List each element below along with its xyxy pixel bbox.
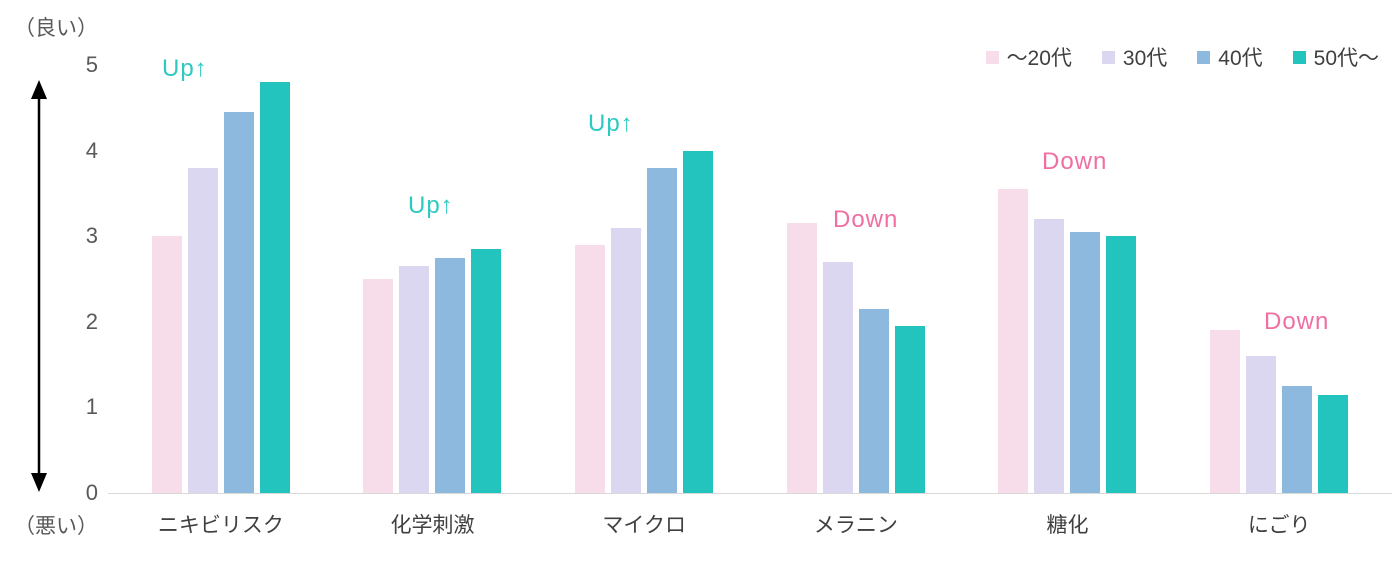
bar-2-series-2	[647, 167, 678, 493]
bar-5-series-2	[1282, 386, 1313, 493]
bar-group-2: マイクロ	[538, 65, 750, 537]
bar-1-series-3	[471, 249, 502, 493]
bar-group-1: 化学刺激	[327, 65, 539, 537]
bar-4-series-1	[1034, 219, 1065, 493]
bar-group-0: ニキビリスク	[115, 65, 327, 537]
legend-item-2: 40代	[1197, 42, 1263, 72]
category-label: マイクロ	[602, 514, 686, 537]
bar-2-series-3	[683, 150, 714, 493]
category-label: 化学刺激	[390, 514, 475, 537]
annotation-down-3: Down	[833, 206, 899, 233]
y-axis-bottom-label: （悪い）	[14, 515, 98, 538]
bar-0-series-0	[151, 236, 182, 493]
bar-2-series-1	[611, 227, 642, 493]
legend-swatch-icon	[1292, 50, 1306, 64]
annotation-up-1: Up↑	[408, 192, 454, 219]
legend-label: 30代	[1122, 47, 1168, 70]
bar-0-series-2	[223, 112, 254, 493]
legend-swatch-icon	[985, 50, 999, 64]
legend-label: ～20代	[1006, 47, 1072, 70]
y-axis-top-label: （良い）	[14, 17, 98, 40]
legend-item-3: 50代～	[1292, 42, 1379, 72]
bar-group-4: 糖化	[962, 65, 1174, 537]
legend-label: 40代	[1218, 47, 1263, 70]
bar-1-series-0	[363, 279, 394, 493]
bar-4-series-0	[998, 189, 1029, 493]
y-tick-1: 1	[85, 394, 98, 420]
bar-3-series-1	[822, 261, 853, 493]
category-label: メラニン	[813, 514, 898, 537]
bar-3-series-0	[786, 223, 817, 493]
bar-0-series-3	[259, 82, 290, 493]
bar-1-series-2	[435, 257, 466, 493]
y-tick-2: 2	[85, 308, 98, 334]
bar-3-series-2	[858, 308, 889, 493]
bar-5-series-0	[1210, 330, 1241, 493]
bar-5-series-1	[1246, 356, 1277, 493]
bar-1-series-1	[399, 266, 430, 493]
plot-area: ニキビリスク 化学刺激 マイクロ メラニン 糖化 にごり Up↑ Up↑ Up↑ Down Down…	[115, 55, 1385, 537]
vertical-double-arrow-icon	[26, 80, 52, 492]
legend-swatch-icon	[1101, 50, 1115, 64]
bar-group-3: メラニン	[750, 65, 962, 537]
bar-4-series-2	[1070, 231, 1101, 493]
legend-item-1: 30代	[1101, 42, 1168, 72]
y-tick-0: 0	[85, 480, 98, 505]
bar-0-series-1	[187, 167, 218, 493]
legend: ～20代 30代 40代 50代～	[985, 42, 1379, 72]
category-label: 糖化	[1046, 514, 1089, 537]
legend-label: 50代～	[1313, 47, 1379, 70]
legend-item-0: ～20代	[985, 42, 1072, 72]
bar-group-5: にごり	[1173, 65, 1385, 537]
x-axis-baseline	[108, 493, 1392, 494]
annotation-up-0: Up↑	[162, 55, 208, 82]
y-tick-4: 4	[85, 137, 98, 163]
annotation-down-4: Down	[1042, 148, 1108, 175]
bar-2-series-0	[575, 244, 606, 493]
bar-4-series-3	[1106, 236, 1137, 493]
legend-swatch-icon	[1197, 50, 1211, 64]
y-tick-5: 5	[85, 52, 98, 77]
category-label: にごり	[1247, 514, 1311, 537]
category-label: ニキビリスク	[157, 514, 284, 537]
bar-5-series-3	[1318, 394, 1349, 493]
bar-3-series-3	[894, 326, 925, 493]
annotation-down-5: Down	[1264, 308, 1330, 335]
annotation-up-2: Up↑	[588, 110, 634, 137]
y-tick-3: 3	[85, 223, 98, 249]
